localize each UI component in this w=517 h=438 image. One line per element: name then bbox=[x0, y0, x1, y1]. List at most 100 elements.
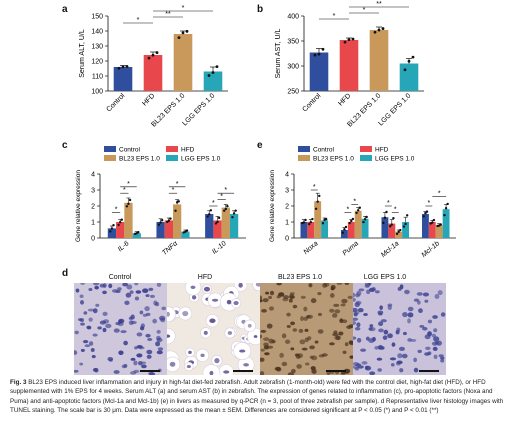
significance-marker: * bbox=[137, 17, 140, 24]
nucleus bbox=[278, 292, 285, 297]
nucleus bbox=[363, 313, 368, 316]
data-point bbox=[109, 230, 112, 233]
nucleus bbox=[138, 346, 145, 350]
nucleus bbox=[433, 354, 438, 360]
significance-marker: * bbox=[387, 200, 390, 207]
data-point bbox=[209, 209, 213, 212]
data-point bbox=[159, 221, 162, 224]
nucleus bbox=[268, 306, 275, 311]
nucleus bbox=[135, 290, 142, 294]
data-point bbox=[439, 223, 442, 226]
nucleus bbox=[399, 368, 404, 373]
nucleus bbox=[346, 325, 353, 329]
legend-swatch bbox=[166, 146, 178, 152]
nucleus bbox=[146, 354, 152, 359]
nucleus bbox=[340, 303, 346, 307]
nucleus bbox=[148, 287, 154, 291]
lipid-vacuole bbox=[167, 327, 176, 345]
nucleus bbox=[292, 328, 297, 332]
nucleus bbox=[379, 305, 383, 310]
nucleus bbox=[102, 283, 107, 288]
nucleus bbox=[407, 306, 414, 312]
nucleus bbox=[105, 323, 112, 329]
significance-marker: * bbox=[333, 13, 336, 20]
nucleus bbox=[157, 347, 164, 351]
data-point bbox=[348, 221, 351, 225]
y-axis-label: Gene relative expression bbox=[75, 170, 82, 242]
nucleus bbox=[138, 361, 143, 366]
nucleus bbox=[291, 368, 296, 374]
nucleus bbox=[134, 346, 138, 350]
y-tick-label: 250 bbox=[287, 89, 299, 96]
y-tick-label: 2 bbox=[91, 204, 95, 211]
nucleus bbox=[223, 370, 230, 374]
nucleus bbox=[74, 350, 78, 355]
scale-bar bbox=[419, 370, 439, 372]
nucleus bbox=[260, 334, 263, 339]
nucleus bbox=[353, 297, 356, 302]
nucleus bbox=[407, 338, 412, 342]
nucleus bbox=[274, 366, 281, 371]
nucleus bbox=[424, 299, 429, 303]
nucleus bbox=[374, 345, 380, 350]
data-point bbox=[389, 225, 392, 228]
y-axis-label: Serum ALT, U/L bbox=[79, 29, 86, 78]
nucleus bbox=[87, 308, 95, 312]
nucleus bbox=[353, 361, 359, 366]
nucleus bbox=[288, 298, 293, 303]
nucleus bbox=[261, 309, 267, 313]
nucleus bbox=[369, 324, 374, 328]
nucleus bbox=[102, 290, 107, 295]
data-point bbox=[224, 207, 228, 211]
nucleus bbox=[329, 342, 335, 346]
serum-alt-chart: 100 110 120 130 140 150 Serum ALT, U/L Control H… bbox=[79, 5, 228, 129]
nucleus bbox=[377, 310, 384, 315]
nucleus bbox=[156, 337, 163, 343]
y-tick-label: 1 bbox=[91, 220, 95, 227]
data-point bbox=[217, 216, 221, 220]
data-point bbox=[355, 211, 358, 215]
data-point bbox=[112, 223, 115, 227]
data-point bbox=[343, 40, 347, 44]
nucleus bbox=[309, 355, 314, 359]
significance-marker: * bbox=[172, 187, 175, 194]
data-point bbox=[402, 225, 406, 228]
nucleus bbox=[353, 307, 358, 313]
data-point bbox=[311, 217, 314, 221]
data-point bbox=[358, 206, 361, 209]
nucleus bbox=[80, 283, 86, 285]
nucleus bbox=[227, 331, 233, 335]
x-tick-label: LGG EPS 1.0 bbox=[181, 92, 216, 127]
nucleus bbox=[367, 283, 372, 286]
nucleus bbox=[108, 283, 113, 289]
x-tick-label: Noxa bbox=[303, 240, 320, 256]
panel-label-b: b bbox=[257, 4, 264, 15]
y-tick-label: 400 bbox=[287, 14, 299, 21]
nucleus bbox=[260, 371, 265, 375]
histology-label-lgg: LGG EPS 1.0 bbox=[363, 274, 407, 281]
nucleus bbox=[342, 350, 347, 354]
nucleus bbox=[290, 321, 295, 326]
nucleus bbox=[144, 306, 150, 312]
nucleus bbox=[80, 300, 84, 305]
nucleus bbox=[167, 334, 171, 338]
nucleus bbox=[247, 323, 252, 328]
nucleus bbox=[332, 313, 338, 318]
nucleus bbox=[354, 327, 361, 331]
nucleus bbox=[372, 336, 376, 342]
nucleus bbox=[283, 295, 290, 300]
nucleus bbox=[243, 363, 249, 367]
data-point bbox=[160, 219, 164, 222]
nucleus bbox=[88, 341, 94, 346]
nucleus bbox=[292, 304, 298, 309]
data-point bbox=[309, 220, 313, 224]
nucleus bbox=[335, 335, 341, 341]
data-point bbox=[381, 27, 385, 30]
nucleus bbox=[437, 290, 443, 296]
bar bbox=[340, 230, 348, 238]
nucleus bbox=[92, 308, 98, 314]
data-point bbox=[151, 53, 155, 57]
nucleus bbox=[141, 364, 147, 369]
bar bbox=[116, 222, 125, 238]
nucleus bbox=[136, 353, 143, 358]
